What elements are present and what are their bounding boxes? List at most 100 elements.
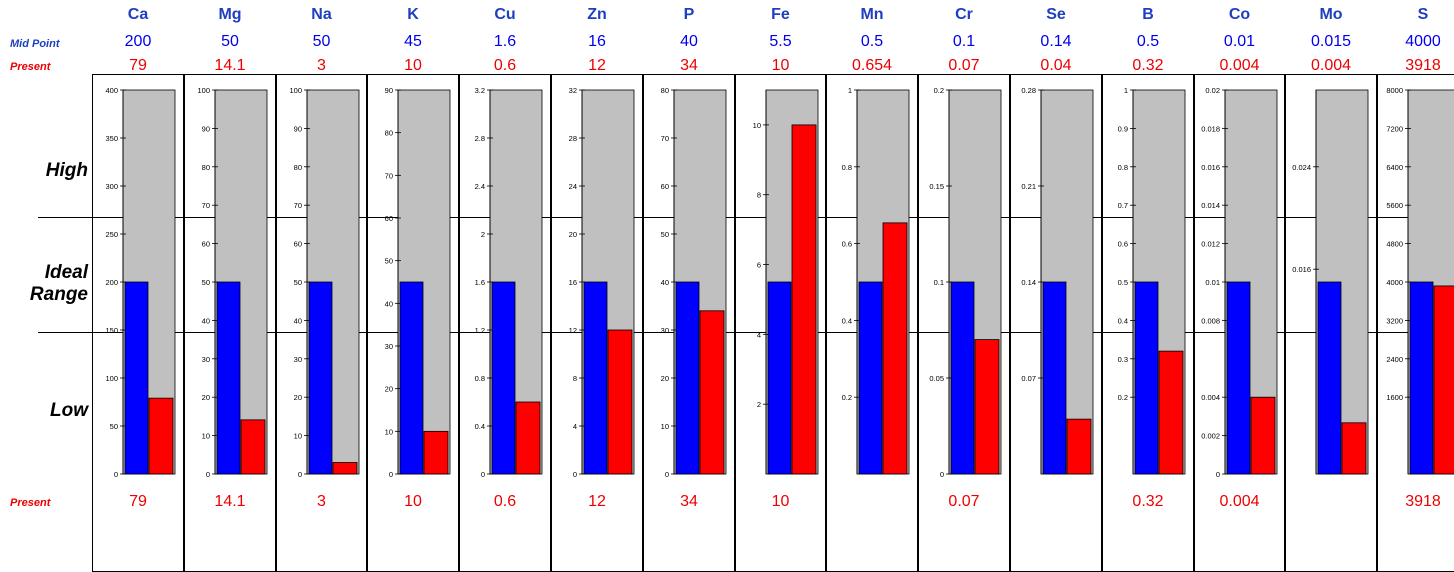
chart-s: 1600 2400 3200 4000 4800 5600 6400 7200 8000 (1386, 86, 1454, 475)
chart-fe: 2 4 6 8 10 (753, 89, 819, 475)
tick-label-fe-0: 2 (757, 400, 761, 409)
tick-label-p-8: 80 (661, 86, 669, 95)
tick-label-mn-3: 0.8 (842, 163, 852, 172)
present-bar-ca (148, 397, 174, 475)
present-value-se: 0.04 (1040, 57, 1072, 74)
present-bar-s (1433, 285, 1454, 475)
mid-point-bar-mo (1317, 281, 1342, 475)
tick-label-k-9: 90 (385, 86, 393, 95)
present-value-mg: 14.1 (214, 57, 246, 74)
present-bar-b (1158, 350, 1184, 475)
tick-label-na-10: 100 (289, 86, 302, 95)
present-bar-zn (607, 329, 633, 475)
tick-label-mo-0: 0.016 (1292, 265, 1311, 274)
ideal-low-divider (38, 332, 1454, 333)
mid-point-value-ca: 200 (124, 33, 152, 50)
tick-label-ca-8: 400 (105, 86, 118, 95)
tick-label-co-4: 0.01 (1205, 278, 1220, 287)
present-row-label-bottom: Present (10, 497, 51, 509)
present-bottom-value-fe: 10 (771, 493, 790, 510)
chart-co: 0 0.002 0.004 0.008 0.01 0.012 0.014 0.016 0.018… (1201, 86, 1278, 479)
tick-label-b-6: 0.8 (1118, 163, 1128, 172)
present-bottom-value-b: 0.32 (1132, 493, 1164, 510)
mid-point-bar-k (399, 281, 424, 475)
mid-point-bar-na (308, 281, 333, 475)
tick-label-zn-1: 4 (573, 422, 577, 431)
present-bar-mg (240, 419, 266, 475)
present-value-cr: 0.07 (948, 57, 980, 74)
tick-label-cr-3: 0.15 (929, 182, 944, 191)
tick-label-mn-2: 0.6 (842, 240, 852, 249)
chart-mn: 0.2 0.4 0.6 0.8 1 (842, 86, 910, 475)
present-bottom-value-co: 0.004 (1219, 493, 1260, 510)
tick-label-cu-4: 1.6 (475, 278, 485, 287)
tick-label-k-6: 60 (385, 214, 393, 223)
mid-point-value-cu: 1.6 (493, 33, 517, 50)
ideal-range-band-label: Ideal Range (10, 262, 88, 306)
mid-point-bar-cr (950, 281, 975, 475)
mid-point-bar-ca (124, 281, 149, 475)
tick-label-k-5: 50 (385, 257, 393, 266)
element-name-co: Co (1228, 6, 1251, 23)
mid-point-value-mn: 0.5 (860, 33, 884, 50)
tick-label-p-1: 10 (661, 422, 669, 431)
element-name-cr: Cr (955, 6, 973, 23)
tick-label-zn-0: 0 (573, 470, 577, 479)
high-ideal-divider (38, 217, 1454, 218)
present-bottom-value-zn: 12 (588, 493, 606, 510)
mid-point-bar-co (1226, 281, 1251, 475)
tick-label-cu-2: 0.8 (475, 374, 485, 383)
mid-point-bar-mg (216, 281, 241, 475)
tick-label-na-9: 90 (294, 124, 302, 133)
tick-label-k-0: 0 (389, 470, 393, 479)
tick-label-zn-8: 32 (569, 86, 577, 95)
chart-mg: 0 10 20 30 40 50 60 70 80 90 100 (197, 86, 268, 479)
tick-label-mg-7: 70 (202, 201, 210, 210)
tick-label-cr-2: 0.1 (934, 278, 944, 287)
present-bar-na (332, 462, 358, 475)
chart-se: 0.07 0.14 0.21 0.28 (1021, 86, 1094, 475)
mid-point-row-label: Mid Point (10, 38, 60, 50)
tick-label-ca-6: 300 (105, 182, 118, 191)
tick-label-co-5: 0.012 (1201, 240, 1220, 249)
present-value-k: 10 (404, 57, 422, 74)
chart-p: 0 10 20 30 40 50 60 70 80 (661, 86, 727, 479)
present-bar-co (1250, 396, 1276, 475)
mid-point-value-s: 4000 (1405, 33, 1441, 50)
tick-label-se-2: 0.21 (1021, 182, 1036, 191)
mid-point-value-co: 0.01 (1223, 33, 1256, 50)
present-bottom-value-mg: 14.1 (214, 493, 246, 510)
tick-label-zn-7: 28 (569, 134, 577, 143)
tick-label-na-1: 10 (294, 432, 302, 441)
tick-label-fe-2: 6 (757, 261, 761, 270)
tick-label-co-7: 0.016 (1201, 163, 1220, 172)
present-row-label-top: Present (10, 61, 51, 73)
present-bar-k (423, 430, 449, 475)
tick-label-mg-8: 80 (202, 163, 210, 172)
present-bar-mo (1341, 422, 1367, 475)
tick-label-fe-1: 4 (757, 330, 761, 339)
tick-label-b-7: 0.9 (1118, 124, 1128, 133)
tick-label-p-4: 40 (661, 278, 669, 287)
tick-label-co-1: 0.002 (1201, 432, 1220, 441)
tick-label-zn-5: 20 (569, 230, 577, 239)
tick-label-mo-1: 0.024 (1292, 163, 1311, 172)
mineral-chart: Mid Point Present Present High Ideal Ran… (10, 6, 1454, 572)
mid-point-value-fe: 5.5 (769, 33, 792, 50)
tick-label-p-0: 0 (665, 470, 669, 479)
tick-label-b-4: 0.6 (1118, 240, 1128, 249)
tick-label-s-4: 4800 (1386, 240, 1403, 249)
present-bar-se (1066, 418, 1092, 475)
mid-point-value-se: 0.14 (1040, 33, 1072, 50)
tick-label-na-5: 50 (294, 278, 302, 287)
present-value-mo: 0.004 (1310, 57, 1352, 74)
mid-point-bar-zn (583, 281, 608, 475)
tick-label-k-7: 70 (385, 171, 393, 180)
tick-label-ca-1: 50 (110, 422, 118, 431)
tick-label-na-6: 60 (294, 240, 302, 249)
tick-label-s-2: 3200 (1386, 316, 1403, 325)
tick-label-cu-6: 2.4 (475, 182, 485, 191)
chart-na: 0 10 20 30 40 50 60 70 80 90 100 (289, 86, 360, 479)
tick-label-s-0: 1600 (1386, 393, 1403, 402)
tick-label-k-4: 40 (385, 299, 393, 308)
